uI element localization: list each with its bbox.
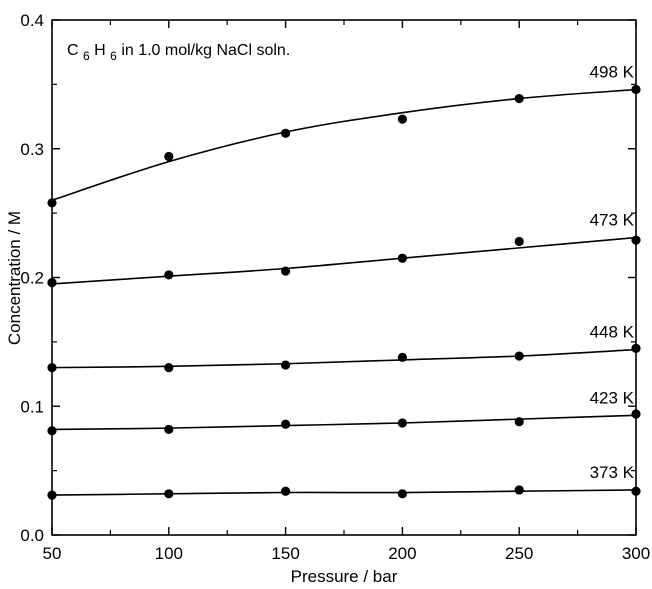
data-points xyxy=(47,84,641,500)
y-tick-label-0.0: 0.0 xyxy=(20,526,44,545)
data-point-423-k-50 xyxy=(47,426,57,436)
data-point-473-k-250 xyxy=(514,236,524,247)
series-label-498-k: 498 K xyxy=(590,63,635,82)
data-point-448-k-250 xyxy=(514,351,524,361)
series-label-373-k: 373 K xyxy=(590,463,635,482)
data-point-473-k-150 xyxy=(281,266,291,276)
data-point-373-k-200 xyxy=(397,489,407,499)
x-tick-label-250: 250 xyxy=(505,544,533,563)
data-point-498-k-250 xyxy=(514,93,524,104)
data-point-423-k-200 xyxy=(397,418,407,428)
data-point-473-k-300 xyxy=(631,235,641,245)
chart-annotation: C 6 H 6 in 1.0 mol/kg NaCl soln. xyxy=(67,42,290,64)
x-tick-label-200: 200 xyxy=(388,544,416,563)
data-point-498-k-150 xyxy=(281,128,291,138)
data-point-448-k-100 xyxy=(164,363,174,373)
data-point-498-k-50 xyxy=(47,198,57,208)
x-tick-label-150: 150 xyxy=(271,544,299,563)
annotation-h: H xyxy=(94,42,106,59)
data-point-373-k-100 xyxy=(164,489,174,499)
data-point-373-k-150 xyxy=(281,486,291,496)
y-tick-label-0.4: 0.4 xyxy=(20,11,44,30)
data-point-448-k-300 xyxy=(631,343,641,353)
axis-ticks: 50 100 150 200 250 300 0.0 0.1 0.2 0.3 0.4 xyxy=(20,11,650,563)
data-point-473-k-100 xyxy=(164,270,174,280)
data-point-473-k-200 xyxy=(397,253,407,263)
y-tick-label-0.1: 0.1 xyxy=(20,397,44,416)
y-tick-label-0.3: 0.3 xyxy=(20,140,44,159)
data-point-373-k-300 xyxy=(631,486,641,496)
data-point-448-k-200 xyxy=(397,352,407,362)
data-point-423-k-150 xyxy=(281,419,291,429)
data-point-423-k-100 xyxy=(164,424,174,435)
y-tick-label-0.2: 0.2 xyxy=(20,269,44,288)
annotation-sub-6b: 6 xyxy=(110,49,117,63)
annotation-c: C xyxy=(67,42,79,59)
y-axis-title: Concentration / M xyxy=(5,211,24,345)
data-point-498-k-200 xyxy=(397,114,407,124)
data-point-373-k-50 xyxy=(47,490,57,500)
data-point-423-k-250 xyxy=(514,417,524,427)
annotation-sub-6a: 6 xyxy=(83,49,90,63)
fit-curve-373-k xyxy=(51,489,637,496)
fit-curve-498-k xyxy=(51,88,637,202)
annotation-rest: in 1.0 mol/kg NaCl soln. xyxy=(121,42,290,59)
series-label-423-k: 423 K xyxy=(590,388,635,407)
data-point-423-k-300 xyxy=(631,409,641,419)
data-point-498-k-100 xyxy=(164,151,174,162)
data-point-448-k-150 xyxy=(281,360,291,370)
data-point-448-k-50 xyxy=(47,363,57,373)
series-label-448-k: 448 K xyxy=(590,323,635,342)
fit-curve-473-k xyxy=(51,236,637,285)
fit-curves xyxy=(51,88,637,496)
x-tick-label-50: 50 xyxy=(43,544,62,563)
data-point-498-k-300 xyxy=(631,84,641,95)
x-tick-label-300: 300 xyxy=(622,544,650,563)
x-axis-title: Pressure / bar xyxy=(291,567,398,586)
series-labels: 498 K 473 K 448 K 423 K 373 K xyxy=(590,63,635,482)
data-point-373-k-250 xyxy=(514,485,524,495)
svg-text:C 6 H 6: C 6 H 6 in 1.0 mol/kg NaCl soln. xyxy=(67,42,290,64)
x-tick-label-100: 100 xyxy=(155,544,183,563)
data-point-473-k-50 xyxy=(47,278,57,288)
fit-curve-423-k xyxy=(51,414,637,431)
fit-curve-448-k xyxy=(51,348,637,369)
series-label-473-k: 473 K xyxy=(590,211,635,230)
